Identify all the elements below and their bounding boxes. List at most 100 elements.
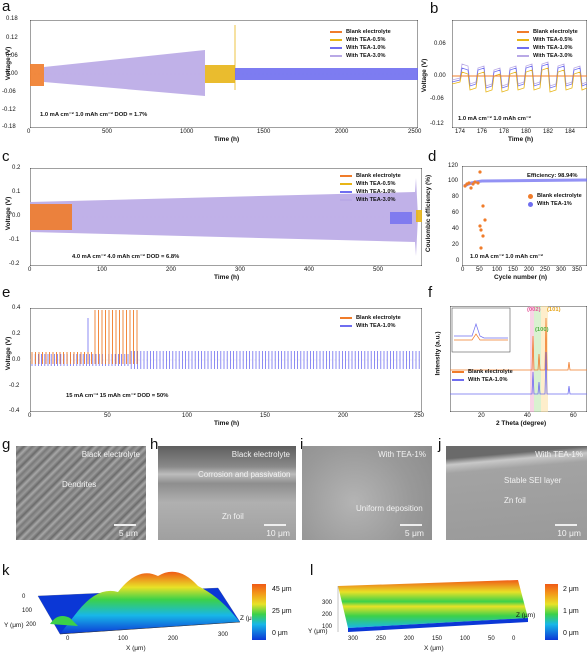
panel-c-xlabel: Time (h) — [214, 274, 240, 281]
a-xtick: 0 — [27, 129, 31, 135]
a-xtick: 500 — [102, 129, 113, 135]
legend-label: With TEA-1.0% — [356, 323, 396, 329]
l-ytick: 300 — [322, 600, 333, 606]
sem-image-h: Black electrolyte Corrosion and passivat… — [158, 446, 296, 540]
panel-e-annot: 15 mA cm⁻² 15 mAh cm⁻² DOD = 50% — [66, 393, 169, 399]
b-xtick: 174 — [455, 129, 466, 135]
panel-b-annot: 1.0 mA cm⁻² 1.0 mAh cm⁻² — [458, 116, 531, 122]
panel-e-ylabel: Voltage (V) — [5, 336, 13, 371]
d-xtick: 350 — [572, 267, 583, 273]
e-xtick: 150 — [260, 413, 271, 419]
inset — [451, 307, 511, 353]
b-xtick: 182 — [543, 129, 554, 135]
trace-blank — [30, 64, 44, 86]
a-ytick: -0.06 — [2, 89, 16, 95]
legend-label: With TEA-0.5% — [346, 37, 386, 43]
d-ytick: 40 — [452, 226, 459, 232]
e-ytick: -0.4 — [9, 408, 20, 414]
panel-a-xlabel: Time (h) — [214, 136, 240, 143]
panel-e-letter: e — [2, 284, 11, 301]
legend-label: With TEA-1.0% — [468, 377, 508, 383]
d-xtick: 200 — [524, 267, 535, 273]
trace-tea30 — [30, 178, 418, 256]
l-xtick: 150 — [432, 636, 443, 642]
c-ytick: 0.1 — [12, 189, 21, 195]
d-xtick: 300 — [556, 267, 567, 273]
panel-j-letter: j — [438, 436, 442, 453]
panel-d-annot: 1.0 mA cm⁻² 1.0 mAh cm⁻² — [470, 254, 543, 260]
panel-d-xlabel: Cycle number (n) — [494, 274, 548, 281]
panel-f-letter: f — [428, 284, 433, 301]
c-xtick: 200 — [166, 267, 177, 273]
l-colorbar — [545, 584, 558, 640]
l-zlabel: Z (μm) — [516, 612, 536, 619]
sem-label: Corrosion and passivation — [198, 470, 291, 479]
trace-tea10 — [31, 318, 420, 369]
cbar-label: 1 μm — [563, 608, 579, 615]
a-xtick: 1000 — [180, 129, 194, 135]
trace-tea10 — [235, 68, 418, 80]
sem-title: Black electrolyte — [81, 450, 140, 459]
cbar-label: 0 μm — [563, 630, 579, 637]
c-ytick: -0.1 — [9, 237, 20, 243]
e-xtick: 0 — [28, 413, 32, 419]
d-ytick: 0 — [456, 258, 460, 264]
legend-label: With TEA-3.0% — [356, 197, 396, 203]
k-zlabel: Z (μm) — [240, 615, 260, 622]
c-xtick: 500 — [373, 267, 384, 273]
d-xtick: 0 — [461, 267, 465, 273]
k-ytick: 100 — [22, 608, 33, 614]
peak-002: (002) — [527, 307, 541, 313]
sem-label: Zn foil — [504, 496, 526, 505]
legend-label: With TEA-3.0% — [346, 53, 386, 59]
cbar-label: 2 μm — [563, 586, 579, 593]
peak-100: (100) — [535, 327, 549, 333]
trace-tea05 — [416, 210, 422, 222]
panel-e-legend: Blank electrolyte With TEA-1.0% — [340, 314, 401, 330]
sem-title: With TEA-1% — [535, 450, 583, 459]
k-colorbar — [252, 584, 266, 640]
panel-a-legend: Blank electrolyte With TEA-0.5% With TEA… — [330, 28, 391, 60]
l-ytick: 100 — [322, 624, 333, 630]
a-ytick: 0.06 — [6, 53, 18, 59]
scale-bar: 10 μm — [557, 528, 581, 538]
l-xtick: 100 — [460, 636, 471, 642]
a-ytick: 0.18 — [6, 16, 18, 22]
b-xtick: 176 — [477, 129, 488, 135]
panel-b-chart — [452, 20, 587, 128]
legend-label: Blank electrolyte — [533, 29, 578, 35]
sem-label: Dendrites — [62, 480, 97, 489]
scale-bar: 10 μm — [266, 528, 290, 538]
panel-e-chart — [30, 308, 422, 412]
a-xtick: 2500 — [408, 129, 422, 135]
legend-label: With TEA-0.5% — [356, 181, 396, 187]
trace-tea10 — [390, 212, 412, 224]
legend-label: Blank electrolyte — [346, 29, 391, 35]
b-xtick: 178 — [499, 129, 510, 135]
a-ytick: -0.12 — [2, 107, 16, 113]
c-ytick: -0.2 — [9, 261, 20, 267]
e-ytick: -0.2 — [9, 383, 20, 389]
panel-e-xlabel: Time (h) — [214, 420, 240, 427]
b-xtick: 184 — [565, 129, 576, 135]
c-xtick: 0 — [28, 267, 32, 273]
d-ytick: 100 — [448, 178, 459, 184]
d-xtick: 100 — [492, 267, 503, 273]
panel-d-legend: Blank electrolyte With TEA-1% — [528, 192, 582, 208]
l-xtick: 200 — [404, 636, 415, 642]
panel-d-letter: d — [428, 148, 437, 165]
a-ytick: 0.00 — [6, 71, 18, 77]
panel-b-legend: Blank electrolyte With TEA-0.5% With TEA… — [517, 28, 578, 60]
k-xlabel: X (μm) — [126, 645, 146, 652]
b-ytick: 0.00 — [434, 73, 446, 79]
k-xtick: 200 — [168, 636, 179, 642]
b-xtick: 180 — [521, 129, 532, 135]
panel-k-3d — [37, 571, 241, 635]
b-ytick: 0.06 — [434, 41, 446, 47]
k-xtick: 0 — [66, 636, 70, 642]
e-ytick: 0.0 — [12, 357, 21, 363]
sem-label: Stable SEI layer — [504, 476, 562, 485]
legend-label: Blank electrolyte — [356, 315, 401, 321]
panel-c-legend: Blank electrolyte With TEA-0.5% With TEA… — [340, 172, 401, 204]
l-ytick: 200 — [322, 612, 333, 618]
